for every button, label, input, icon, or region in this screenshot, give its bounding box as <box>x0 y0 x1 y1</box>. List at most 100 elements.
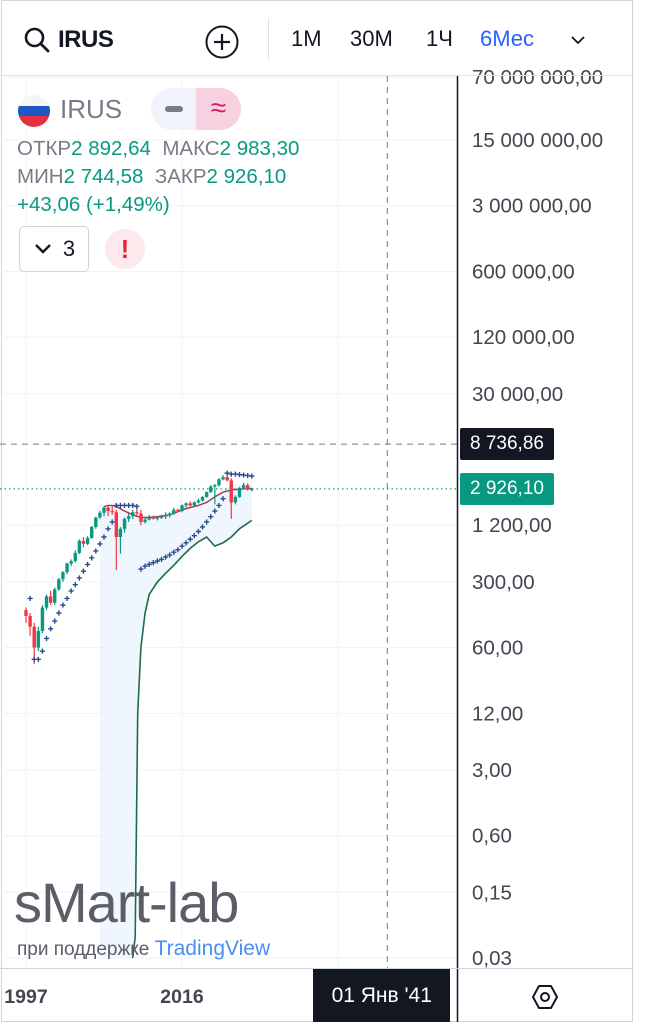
time-tick-label: 2016 <box>160 986 204 1008</box>
candle-body <box>53 589 57 603</box>
candle-body <box>131 512 135 517</box>
time-axis[interactable]: 199720162 <box>4 986 343 1008</box>
sar-point <box>72 582 78 588</box>
search-icon <box>24 27 50 53</box>
candle-body <box>110 511 114 513</box>
price-tick-label: 12,00 <box>472 702 523 725</box>
candle-body <box>233 496 238 503</box>
candle-body <box>188 503 192 506</box>
sar-point <box>175 547 181 553</box>
sar-markers <box>27 470 255 662</box>
price-tick-label: 60,00 <box>472 637 523 660</box>
sar-point <box>154 558 160 564</box>
candle-body <box>225 477 229 481</box>
price-tick-label: 1 200,00 <box>472 514 552 537</box>
high-value: 2 983,30 <box>219 137 300 160</box>
chevron-down-icon[interactable] <box>568 30 588 50</box>
toolbar-separator <box>268 18 269 60</box>
candle-body <box>147 517 151 520</box>
sar-point <box>249 473 255 479</box>
add-symbol-button[interactable] <box>205 25 239 59</box>
price-tick-label: 0,03 <box>472 947 512 970</box>
sar-point <box>134 503 140 510</box>
candle-body <box>94 517 98 527</box>
sar-point <box>35 656 41 662</box>
hide-series-button[interactable] <box>151 88 196 130</box>
low-value: 2 744,58 <box>63 165 144 188</box>
sar-point <box>84 561 91 568</box>
sar-point <box>64 595 70 602</box>
series-controls: ≈ <box>151 88 241 130</box>
candle-body <box>167 513 172 516</box>
compare-mode-button[interactable]: ≈ <box>196 88 241 130</box>
legend-symbol: IRUS <box>60 94 123 124</box>
close-label: ЗАКР <box>154 165 207 188</box>
candle-body <box>81 540 86 544</box>
sar-point <box>171 549 177 555</box>
band-fill <box>99 482 252 958</box>
price-tick-label: 30 000,00 <box>472 383 563 406</box>
candle-body <box>196 500 201 503</box>
partner-link[interactable]: TradingView <box>154 937 271 960</box>
sar-point <box>204 519 210 525</box>
candle-body <box>40 607 45 632</box>
minus-icon <box>165 106 183 112</box>
sar-point <box>162 554 169 560</box>
timeframe-6mo[interactable]: 6Мес <box>480 26 535 51</box>
candle-body <box>122 518 127 529</box>
sar-point <box>68 588 74 594</box>
candle-body <box>118 528 123 537</box>
timeframe-1m[interactable]: 1M <box>291 26 322 51</box>
price-tick-label: 0,60 <box>472 825 512 848</box>
ohlc-row-2: МИН2 744,58 ЗАКР2 926,10 <box>17 165 286 189</box>
candle-body <box>217 479 221 486</box>
candle-body <box>213 485 217 487</box>
last-price-tag: 2 926,10 <box>460 472 554 505</box>
chart-settings-icon[interactable] <box>531 983 559 1011</box>
candle-body <box>77 540 82 553</box>
price-chart[interactable]: 70 000 000,00 15 000 000,00 3 000 000,00 60… <box>0 0 634 1024</box>
time-tick-label: 1997 <box>4 986 47 1008</box>
price-tick-label: 3 000 000,00 <box>472 195 592 218</box>
price-axis[interactable]: 70 000 000,00 15 000 000,00 3 000 000,00 60… <box>0 66 632 1022</box>
price-tick-label: 300,00 <box>472 571 535 594</box>
candle-body <box>32 626 36 648</box>
candle-body <box>102 507 106 513</box>
candle-body <box>172 509 176 514</box>
warning-icon[interactable]: ! <box>105 229 145 269</box>
support-text: при поддержке <box>17 939 150 960</box>
sar-point <box>212 508 218 514</box>
timeframe-1h[interactable]: 1Ч <box>426 26 453 51</box>
candle-body <box>61 572 65 580</box>
candle-body <box>28 616 32 627</box>
sar-point <box>220 496 226 502</box>
crosshair-price-tag: 8 736,86 <box>460 428 554 461</box>
price-tick-label: 600 000,00 <box>472 260 575 283</box>
sar-point <box>39 648 46 654</box>
sar-point <box>216 502 222 509</box>
symbol-search-button[interactable]: IRUS <box>22 24 114 56</box>
sar-point <box>101 534 107 540</box>
candle-body <box>176 509 180 512</box>
candle-body <box>24 610 28 617</box>
candle-body <box>204 492 209 497</box>
open-value: 2 892,64 <box>71 137 151 160</box>
sar-point <box>52 618 58 624</box>
crosshair-date-tag: 01 Янв '41 <box>313 969 451 1022</box>
watermark-brand: sMart-lab <box>14 871 239 934</box>
candle-body <box>143 519 147 522</box>
sar-point <box>89 555 95 561</box>
candle-body <box>250 488 254 491</box>
indicators-count: 3 <box>62 236 76 261</box>
sar-point <box>158 556 165 562</box>
candle-body <box>229 480 233 503</box>
candle-body <box>106 507 110 512</box>
sar-point <box>93 548 99 554</box>
candle-body <box>89 526 94 538</box>
timeframe-30m[interactable]: 30M <box>350 26 393 51</box>
candles <box>24 475 254 665</box>
candle-body <box>126 516 131 519</box>
candle-body <box>245 485 250 490</box>
indicators-toggle[interactable]: 3 <box>19 226 89 272</box>
sar-point <box>43 635 50 642</box>
